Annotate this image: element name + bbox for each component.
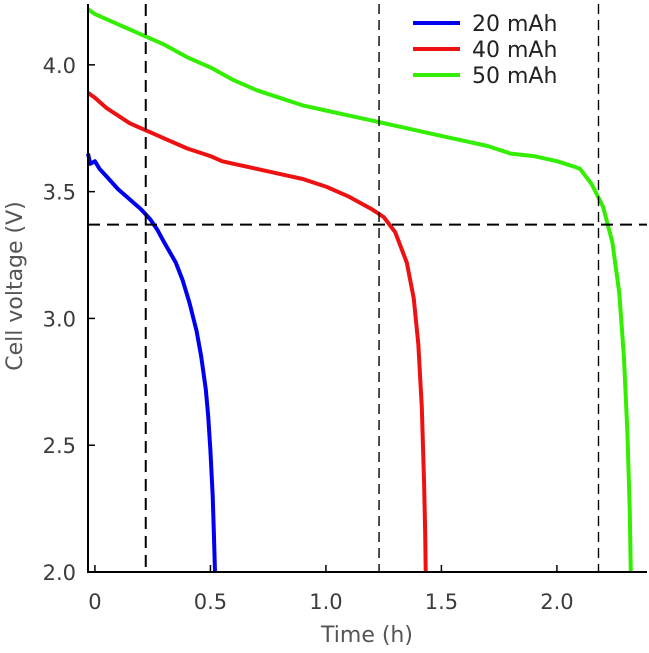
legend-label-2: 40 mAh [472,38,557,63]
series-line-2 [86,91,428,573]
x-tick-label-5: 2.0 [540,590,573,614]
y-tick-label-3: 3.0 [43,307,76,331]
series-line-1 [86,153,217,573]
axes [87,4,647,573]
series-line-3 [86,7,633,573]
reference-lines [88,4,647,572]
x-tick-label-3: 1.0 [309,590,342,614]
y-tick-label-5: 4.0 [43,54,76,78]
y-tick-label-4: 3.5 [43,181,76,205]
x-tick-label-4: 1.5 [425,590,458,614]
legend-label-3: 50 mAh [472,64,557,89]
y-axis-label: Cell voltage (V) [3,201,28,371]
y-tick-label-1: 2.0 [43,561,76,585]
x-axis-label: Time (h) [320,623,413,648]
legend-label-1: 20 mAh [472,12,557,37]
plot-lines [86,7,633,573]
x-tick-label-1: 0 [88,590,101,614]
ticks: 0 0.5 1.0 1.5 2.0 2.0 2.5 3.0 3.5 4.0 [43,54,574,614]
y-tick-label-2: 2.5 [43,434,76,458]
x-tick-label-2: 0.5 [194,590,227,614]
